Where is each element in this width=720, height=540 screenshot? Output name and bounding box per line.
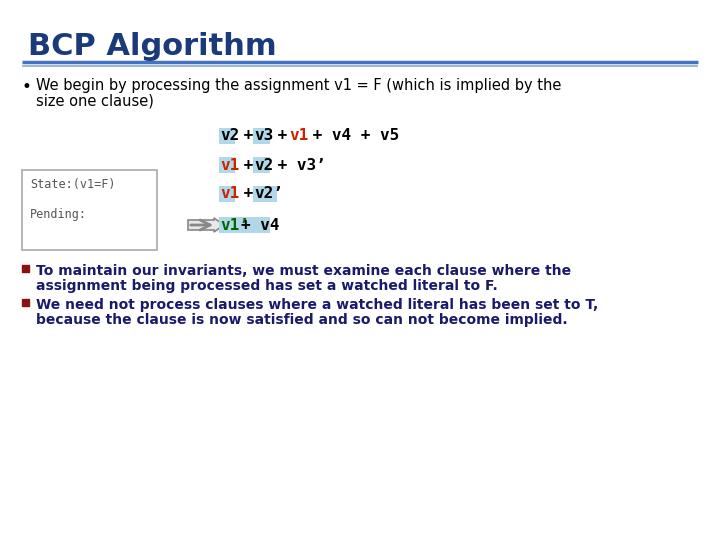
FancyBboxPatch shape — [218, 186, 235, 202]
Text: + v4 + v5: + v4 + v5 — [303, 129, 399, 144]
FancyBboxPatch shape — [218, 128, 235, 144]
Text: v2: v2 — [220, 129, 239, 144]
Text: We begin by processing the assignment v1 = F (which is implied by the: We begin by processing the assignment v1… — [36, 78, 562, 93]
Text: State:(v1=F): State:(v1=F) — [30, 178, 115, 191]
Text: v2: v2 — [255, 158, 274, 172]
Bar — [22, 265, 29, 272]
Bar — [22, 299, 29, 306]
Text: size one clause): size one clause) — [36, 94, 154, 109]
FancyBboxPatch shape — [218, 217, 242, 233]
Text: v1: v1 — [220, 158, 239, 172]
Text: because the clause is now satisfied and so can not become implied.: because the clause is now satisfied and … — [36, 313, 567, 327]
FancyBboxPatch shape — [253, 157, 270, 173]
FancyBboxPatch shape — [218, 157, 235, 173]
Text: +: + — [234, 129, 263, 144]
Text: + v3’: + v3’ — [269, 158, 326, 172]
Text: +: + — [234, 158, 263, 172]
Text: We need not process clauses where a watched literal has been set to T,: We need not process clauses where a watc… — [36, 298, 598, 312]
Text: +: + — [269, 129, 297, 144]
Text: BCP Algorithm: BCP Algorithm — [28, 32, 276, 61]
Text: v1’: v1’ — [220, 218, 249, 233]
FancyBboxPatch shape — [253, 128, 270, 144]
Text: v1: v1 — [289, 129, 308, 144]
FancyBboxPatch shape — [253, 186, 276, 202]
FancyBboxPatch shape — [239, 217, 270, 233]
FancyBboxPatch shape — [22, 170, 157, 250]
Text: +: + — [234, 186, 263, 201]
Text: assignment being processed has set a watched literal to F.: assignment being processed has set a wat… — [36, 279, 498, 293]
Text: To maintain our invariants, we must examine each clause where the: To maintain our invariants, we must exam… — [36, 264, 571, 278]
Text: v2’: v2’ — [255, 186, 284, 201]
FancyArrow shape — [188, 218, 224, 232]
Text: v3: v3 — [255, 129, 274, 144]
Text: v1: v1 — [220, 186, 239, 201]
Text: •: • — [22, 78, 32, 96]
Text: + v4: + v4 — [240, 218, 279, 233]
Text: Pending:: Pending: — [30, 208, 87, 221]
